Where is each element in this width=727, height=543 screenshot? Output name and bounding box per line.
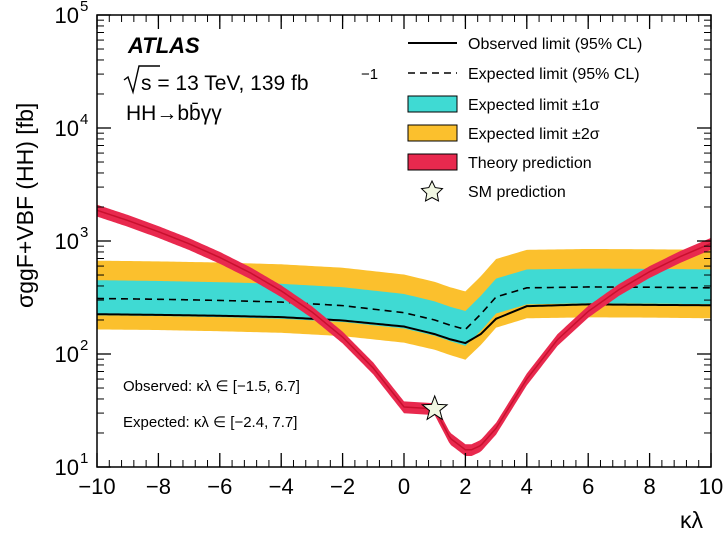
expected-interval-range: ∈ [−2.4, 7.7]	[209, 414, 298, 431]
y-tick-exponent: 1	[80, 450, 88, 467]
expected-1sigma-band	[97, 268, 711, 346]
energy-label-group: s = 13 TeV, 139 fb −1	[123, 65, 378, 95]
observed-interval-annotation: Observed: κλ ∈ [−1.5, 6.7]	[123, 378, 300, 395]
x-tick-label: 10	[699, 474, 723, 499]
sqrt-icon	[123, 65, 160, 95]
legend-sm-label: SM prediction	[468, 184, 566, 201]
y-tick-exponent: 3	[80, 224, 88, 241]
x-tick-label: −8	[146, 474, 171, 499]
y-tick-label: 10	[55, 229, 79, 254]
legend-1sigma-label: Expected limit ±1σ	[468, 97, 600, 114]
observed-interval-symbol: κλ	[196, 378, 212, 395]
x-tick-label: 8	[643, 474, 655, 499]
legend-2sigma-symbol	[407, 124, 458, 142]
y-tick-exponent: 5	[80, 0, 88, 15]
y-tick-exponent: 2	[80, 337, 88, 354]
sm-star-icon	[420, 394, 449, 421]
x-tick-label: −10	[78, 474, 115, 499]
legend: Observed limit (95% CL) Expected limit (…	[407, 36, 642, 202]
observed-interval-range: ∈ [−1.5, 6.7]	[211, 378, 300, 395]
expected-interval-annotation: Expected: κλ ∈ [−2.4, 7.7]	[123, 414, 297, 431]
expected-interval-symbol: κλ	[194, 414, 210, 431]
legend-theory-symbol	[407, 153, 458, 171]
legend-sm-star-icon	[420, 179, 444, 202]
x-ticks: −10 −8 −6 −4 −2 0 2 4 6 8 10	[78, 15, 723, 499]
x-axis-title: κλ	[680, 507, 704, 533]
legend-1sigma-symbol	[407, 95, 458, 113]
expected-limit-line	[97, 286, 711, 331]
experiment-label: ATLAS	[127, 33, 200, 58]
x-tick-label: −6	[207, 474, 232, 499]
bands	[97, 204, 711, 457]
legend-2sigma-label: Expected limit ±2σ	[468, 126, 600, 143]
energy-label: s = 13 TeV, 139 fb	[141, 72, 309, 95]
legend-expected-label: Expected limit (95% CL)	[468, 66, 640, 83]
lumi-exponent: −1	[361, 66, 378, 83]
y-axis-title: σggF+VBF (HH) [fb]	[12, 103, 38, 308]
sm-prediction-marker	[420, 394, 449, 421]
y-tick-label: 10	[55, 3, 79, 28]
x-tick-label: −2	[330, 474, 355, 499]
y-tick-exponent: 4	[80, 111, 88, 128]
x-tick-label: 0	[398, 474, 410, 499]
y-tick-label: 10	[55, 455, 79, 480]
channel-label: HH→bb̄γγ	[126, 102, 222, 125]
x-tick-label: 6	[582, 474, 594, 499]
y-tick-label: 10	[55, 116, 79, 141]
x-tick-label: 4	[521, 474, 533, 499]
theory-band	[97, 204, 711, 457]
observed-limit-line	[97, 303, 711, 345]
theory-line	[97, 209, 711, 451]
expected-interval-prefix: Expected:	[123, 414, 194, 431]
x-tick-label: 2	[459, 474, 471, 499]
legend-theory-label: Theory prediction	[468, 155, 592, 172]
x-tick-label: −4	[269, 474, 294, 499]
legend-observed-label: Observed limit (95% CL)	[468, 36, 642, 53]
y-tick-label: 10	[55, 342, 79, 367]
observed-interval-prefix: Observed:	[123, 378, 196, 395]
